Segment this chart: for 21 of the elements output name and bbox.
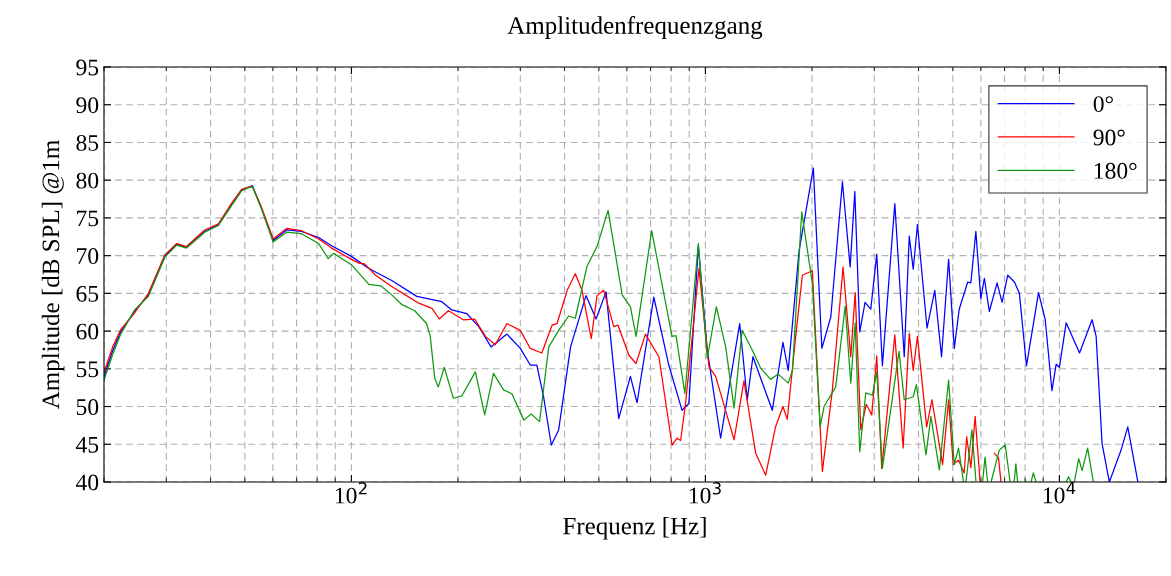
chart-title: Amplitudenfrequenzgang: [507, 16, 763, 40]
y-tick-label: 85: [76, 134, 99, 151]
y-tick-label: 60: [76, 323, 99, 340]
legend-label: 180°: [1094, 162, 1137, 179]
y-tick-label: 80: [76, 172, 99, 189]
legend-label: 90°: [1093, 129, 1125, 146]
y-tick-label: 40: [75, 474, 99, 491]
x-tick-label: 10$^{4}$: [1043, 482, 1076, 504]
y-tick-label: 55: [76, 361, 99, 378]
y-tick-label: 50: [76, 399, 99, 415]
legend-label: 0°: [1093, 96, 1113, 113]
y-axis-title: Amplitude [dB SPL] @1m: [41, 140, 65, 410]
y-tick-label: 70: [77, 248, 99, 265]
x-tick-label: 10$^{2}$: [335, 482, 367, 504]
x-tick-label: 10$^{3}$: [689, 482, 721, 504]
y-tick-label: 45: [75, 436, 99, 453]
y-tick-label: 65: [76, 285, 99, 302]
y-tick-label: 75: [77, 210, 99, 227]
y-tick-label: 95: [76, 59, 99, 76]
x-axis-title: Frequenz [Hz]: [563, 516, 706, 540]
y-tick-label: 90: [76, 97, 99, 114]
